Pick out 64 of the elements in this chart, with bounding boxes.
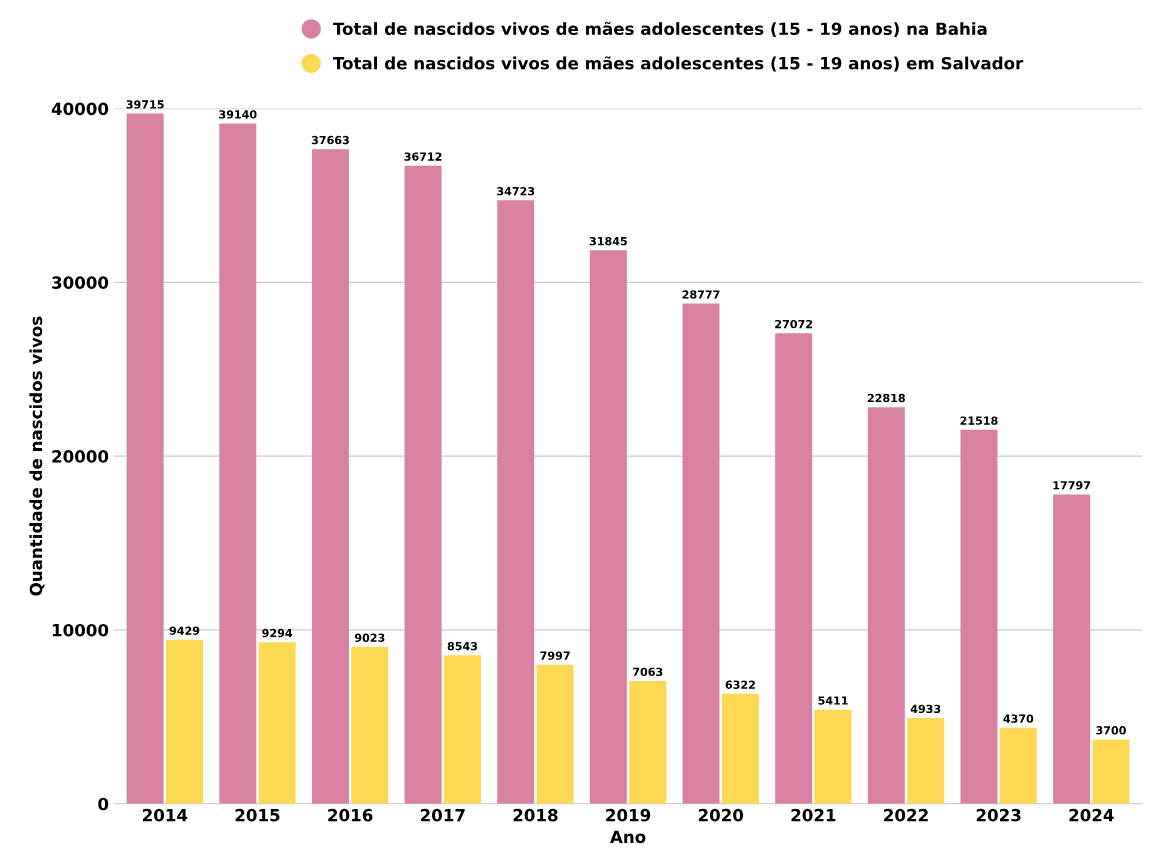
- bar: [629, 680, 667, 804]
- bar: [404, 165, 442, 804]
- bar: [311, 149, 349, 804]
- legend-label: Total de nascidos vivos de mães adolescentes (15 - 19 anos) na Bahia: [332, 21, 987, 37]
- bar: [682, 303, 720, 804]
- data-label: 17797: [1053, 481, 1091, 490]
- bar: [907, 717, 945, 804]
- data-label: 3700: [1096, 726, 1126, 735]
- bar: [219, 123, 257, 804]
- bar: [867, 407, 905, 804]
- x-axis-title: Ano: [610, 830, 646, 844]
- data-label: 37663: [311, 135, 349, 145]
- legend-label: Total de nascidos vivos de mães adolescentes (15 - 19 anos) em Salvador: [332, 56, 1024, 72]
- y-tick-label: 20000: [52, 450, 109, 463]
- data-label: 4370: [1003, 714, 1034, 723]
- data-label: 7997: [540, 651, 570, 660]
- bar: [497, 200, 535, 804]
- data-label: 4933: [910, 704, 941, 714]
- bar: [589, 250, 627, 804]
- bar: [999, 727, 1037, 804]
- x-tick-label: 2023: [976, 808, 1021, 822]
- data-label: 27072: [775, 319, 813, 329]
- x-tick-label: 2022: [884, 808, 928, 822]
- x-tick-label: 2014: [142, 808, 188, 822]
- bar: [443, 655, 481, 804]
- x-tick-label: 2018: [513, 808, 558, 822]
- x-tick-label: 2024: [1069, 808, 1114, 822]
- data-label: 28777: [682, 290, 720, 299]
- data-label: 8543: [447, 641, 478, 651]
- x-tick-label: 2015: [235, 808, 280, 822]
- data-label: 9294: [262, 628, 293, 638]
- bar: [351, 646, 389, 804]
- bar: [960, 429, 998, 804]
- y-tick-label: 0: [98, 797, 109, 811]
- x-tick-label: 2021: [791, 808, 836, 822]
- bar: [258, 642, 296, 804]
- data-label: 36712: [404, 152, 442, 161]
- data-label: 39715: [126, 100, 164, 109]
- x-tick-label: 2020: [698, 808, 744, 822]
- bar: [126, 113, 164, 804]
- y-tick-label: 30000: [52, 276, 109, 289]
- data-label: 31845: [589, 236, 627, 246]
- data-label: 7063: [633, 667, 663, 677]
- data-label: 5411: [818, 696, 848, 705]
- data-label: 9023: [354, 633, 385, 642]
- data-label: 9429: [169, 626, 200, 635]
- bar: [166, 639, 204, 804]
- data-label: 34723: [497, 186, 535, 196]
- data-label: 21518: [960, 416, 998, 425]
- x-tick-label: 2019: [606, 808, 651, 822]
- bar: [775, 333, 813, 804]
- data-label: 6322: [725, 680, 755, 689]
- data-label: 39140: [219, 110, 257, 119]
- y-tick-label: 10000: [52, 623, 109, 637]
- y-tick-label: 40000: [51, 102, 109, 116]
- bar: [721, 693, 759, 804]
- data-label: 22818: [867, 393, 905, 403]
- y-axis-title: Quantidade de nascidos vivos: [29, 316, 45, 596]
- bar: [814, 709, 852, 804]
- x-tick-label: 2016: [328, 808, 373, 822]
- bar: [1053, 494, 1091, 804]
- bar: [1092, 739, 1130, 804]
- x-tick-label: 2017: [420, 808, 465, 822]
- bar: [536, 664, 574, 804]
